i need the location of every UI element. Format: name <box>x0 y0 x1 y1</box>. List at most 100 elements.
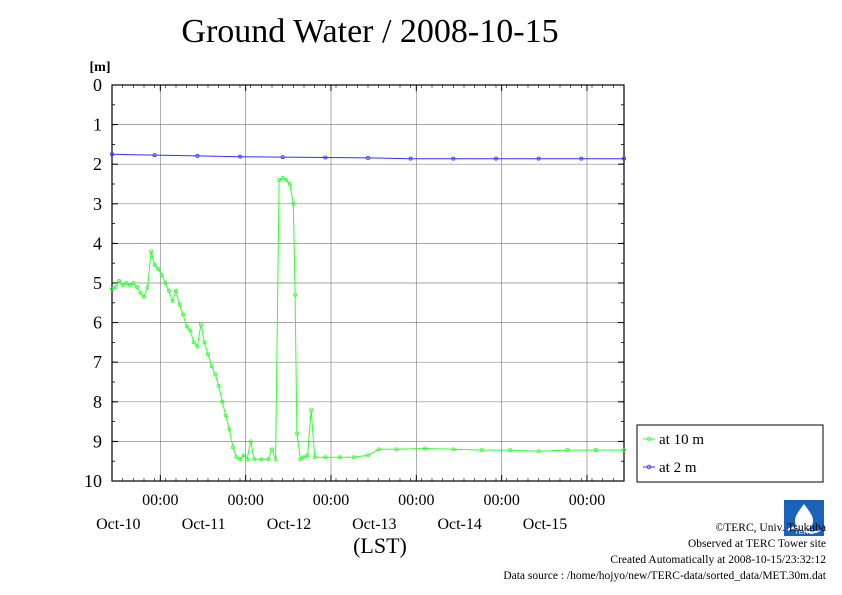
data-point <box>309 407 314 412</box>
chart-title: Ground Water / 2008-10-15 <box>181 13 559 50</box>
axis-layer: 01234567891000:00Oct-1000:00Oct-1100:00O… <box>84 60 625 558</box>
x-tick-date-label: Oct-10 <box>96 516 140 533</box>
x-tick-date-label: Oct-15 <box>523 516 567 533</box>
legend-label: at 10 m <box>659 432 704 448</box>
data-point <box>280 176 285 181</box>
data-point <box>145 284 150 289</box>
x-tick-time-label: 00:00 <box>227 492 263 509</box>
series-layer <box>110 152 627 462</box>
data-point <box>220 399 225 404</box>
data-point <box>149 249 154 254</box>
data-point <box>273 457 278 462</box>
y-tick-label: 1 <box>93 115 102 135</box>
data-point <box>351 455 356 460</box>
copyright-text: ©TERC, Univ. Tsukuba <box>715 522 826 534</box>
legend-box <box>636 424 824 483</box>
x-tick-date-label: Oct-12 <box>267 516 311 533</box>
data-point <box>280 155 285 160</box>
data-point <box>508 448 513 453</box>
data-point <box>166 288 171 293</box>
data-point <box>202 340 207 345</box>
data-point <box>223 413 228 418</box>
data-point <box>117 279 122 284</box>
data-point <box>213 372 218 377</box>
data-point <box>141 294 146 299</box>
data-point <box>195 153 200 158</box>
y-axis-label: [m] <box>90 60 111 75</box>
grid-layer <box>112 84 624 482</box>
data-point <box>266 457 271 462</box>
data-point <box>127 282 132 287</box>
x-tick-date-label: Oct-14 <box>437 516 481 533</box>
data-point <box>195 344 200 349</box>
data-point <box>365 155 370 160</box>
data-point <box>110 152 115 157</box>
data-point <box>248 439 253 444</box>
data-point <box>269 447 274 452</box>
data-point <box>536 449 541 454</box>
data-point <box>173 288 178 293</box>
logo-text: TERC <box>794 529 813 536</box>
x-axis-label: (LST) <box>353 533 407 558</box>
data-point <box>493 156 498 161</box>
data-point <box>124 280 129 285</box>
data-point <box>188 328 193 333</box>
data-point <box>451 156 456 161</box>
data-point <box>170 298 175 303</box>
data-point <box>259 457 264 462</box>
data-point <box>622 156 627 161</box>
data-point <box>252 457 257 462</box>
data-point <box>237 457 242 462</box>
data-point <box>131 280 136 285</box>
y-tick-label: 9 <box>93 431 102 451</box>
series-line-0 <box>111 177 624 461</box>
y-tick-label: 6 <box>93 313 102 333</box>
data-point <box>152 153 157 158</box>
data-point <box>479 448 484 453</box>
y-tick-label: 4 <box>93 233 102 253</box>
data-point <box>365 453 370 458</box>
data-point <box>422 446 427 451</box>
x-tick-date-label: Oct-11 <box>182 516 226 533</box>
data-point <box>451 447 456 452</box>
data-point <box>230 445 235 450</box>
x-tick-time-label: 00:00 <box>313 492 349 509</box>
series-line-1 <box>111 153 624 160</box>
plot-frame <box>111 84 625 482</box>
data-point <box>156 267 161 272</box>
credits: ©TERC, Univ. Tsukuba Observed at TERC To… <box>503 520 826 584</box>
data-point <box>209 364 214 369</box>
data-point <box>237 154 242 159</box>
data-point <box>120 282 125 287</box>
data-point <box>294 431 299 436</box>
data-point <box>113 284 118 289</box>
data-point <box>205 352 210 357</box>
terc-logo-icon: TERC <box>784 500 824 536</box>
data-point <box>293 292 298 297</box>
legend-marker <box>646 464 652 470</box>
data-point <box>277 178 282 183</box>
data-point <box>593 448 598 453</box>
y-tick-label: 10 <box>84 471 102 491</box>
data-point <box>234 455 239 460</box>
data-point <box>163 280 168 285</box>
data-point <box>227 427 232 432</box>
data-point <box>579 156 584 161</box>
data-point <box>408 156 413 161</box>
y-tick-label: 7 <box>93 352 102 372</box>
y-tick-label: 0 <box>93 75 102 95</box>
data-point <box>291 201 296 206</box>
data-point <box>138 290 143 295</box>
data-point <box>181 312 186 317</box>
data-point <box>287 181 292 186</box>
y-tick-label: 2 <box>93 154 102 174</box>
data-point <box>301 455 306 460</box>
data-point <box>323 455 328 460</box>
data-point <box>565 448 570 453</box>
data-point <box>305 453 310 458</box>
y-tick-label: 5 <box>93 273 102 293</box>
data-point <box>152 263 157 268</box>
x-tick-time-label: 00:00 <box>398 492 434 509</box>
data-point <box>312 455 317 460</box>
